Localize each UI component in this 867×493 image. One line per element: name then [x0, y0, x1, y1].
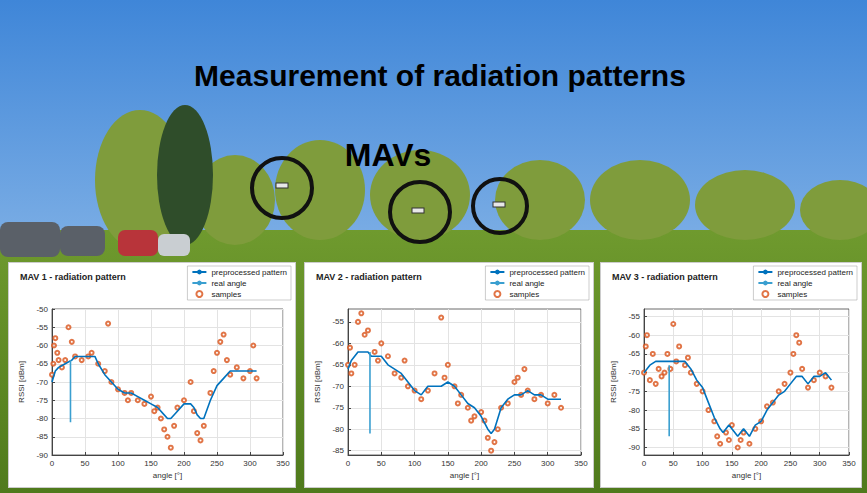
- svg-text:-75: -75: [628, 387, 640, 396]
- svg-text:angle [°]: angle [°]: [450, 471, 479, 480]
- svg-text:preprocessed pattern: preprocessed pattern: [777, 268, 853, 277]
- svg-text:150: 150: [441, 459, 455, 468]
- svg-text:preprocessed pattern: preprocessed pattern: [211, 268, 287, 277]
- svg-text:samples: samples: [509, 290, 539, 299]
- svg-text:250: 250: [210, 459, 224, 468]
- svg-text:-70: -70: [36, 378, 48, 387]
- svg-text:100: 100: [111, 459, 125, 468]
- svg-text:-50: -50: [36, 305, 48, 314]
- svg-text:100: 100: [696, 459, 710, 468]
- svg-text:300: 300: [243, 459, 257, 468]
- svg-text:50: 50: [81, 459, 90, 468]
- svg-text:MAV 2 - radiation pattern: MAV 2 - radiation pattern: [316, 272, 422, 282]
- svg-text:-90: -90: [36, 451, 48, 460]
- svg-text:250: 250: [508, 459, 522, 468]
- svg-text:-60: -60: [332, 339, 344, 348]
- svg-text:200: 200: [754, 459, 768, 468]
- svg-text:-55: -55: [332, 317, 344, 326]
- svg-text:-85: -85: [332, 446, 344, 455]
- svg-text:-55: -55: [628, 312, 640, 321]
- svg-text:-75: -75: [36, 396, 48, 405]
- svg-text:-70: -70: [628, 368, 640, 377]
- svg-text:real angle: real angle: [509, 279, 545, 288]
- svg-text:350: 350: [842, 459, 856, 468]
- svg-text:angle [°]: angle [°]: [153, 471, 182, 480]
- svg-text:Measurement of radiation patte: Measurement of radiation patterns: [194, 59, 686, 92]
- svg-text:100: 100: [408, 459, 422, 468]
- svg-text:-65: -65: [332, 360, 344, 369]
- svg-text:0: 0: [346, 459, 351, 468]
- svg-text:-90: -90: [628, 443, 640, 452]
- svg-text:-70: -70: [332, 382, 344, 391]
- svg-text:-60: -60: [36, 341, 48, 350]
- svg-text:300: 300: [813, 459, 827, 468]
- svg-text:-75: -75: [332, 403, 344, 412]
- svg-text:-80: -80: [36, 414, 48, 423]
- svg-text:200: 200: [474, 459, 488, 468]
- svg-text:50: 50: [669, 459, 678, 468]
- svg-text:50: 50: [377, 459, 386, 468]
- svg-text:RSSI [dBm]: RSSI [dBm]: [17, 361, 26, 403]
- svg-text:350: 350: [276, 459, 290, 468]
- svg-text:150: 150: [144, 459, 158, 468]
- svg-text:-80: -80: [628, 406, 640, 415]
- svg-text:RSSI [dBm]: RSSI [dBm]: [609, 361, 618, 403]
- svg-text:angle [°]: angle [°]: [732, 471, 761, 480]
- svg-text:-85: -85: [628, 424, 640, 433]
- svg-text:0: 0: [50, 459, 55, 468]
- svg-text:-60: -60: [628, 331, 640, 340]
- svg-text:MAV 3 - radiation pattern: MAV 3 - radiation pattern: [612, 272, 718, 282]
- svg-text:real angle: real angle: [211, 279, 247, 288]
- svg-text:-65: -65: [36, 359, 48, 368]
- svg-text:samples: samples: [777, 290, 807, 299]
- svg-text:-65: -65: [628, 349, 640, 358]
- svg-text:preprocessed pattern: preprocessed pattern: [509, 268, 585, 277]
- svg-text:MAV 1 - radiation pattern: MAV 1 - radiation pattern: [20, 272, 126, 282]
- svg-text:150: 150: [725, 459, 739, 468]
- svg-text:0: 0: [642, 459, 647, 468]
- svg-text:250: 250: [784, 459, 798, 468]
- svg-text:200: 200: [177, 459, 191, 468]
- svg-text:-80: -80: [332, 425, 344, 434]
- svg-text:MAVs: MAVs: [345, 137, 432, 173]
- svg-text:real angle: real angle: [777, 279, 813, 288]
- svg-text:RSSI [dBm]: RSSI [dBm]: [313, 361, 322, 403]
- svg-text:-55: -55: [36, 323, 48, 332]
- svg-text:350: 350: [574, 459, 588, 468]
- svg-text:-85: -85: [36, 432, 48, 441]
- svg-text:samples: samples: [211, 290, 241, 299]
- svg-text:300: 300: [541, 459, 555, 468]
